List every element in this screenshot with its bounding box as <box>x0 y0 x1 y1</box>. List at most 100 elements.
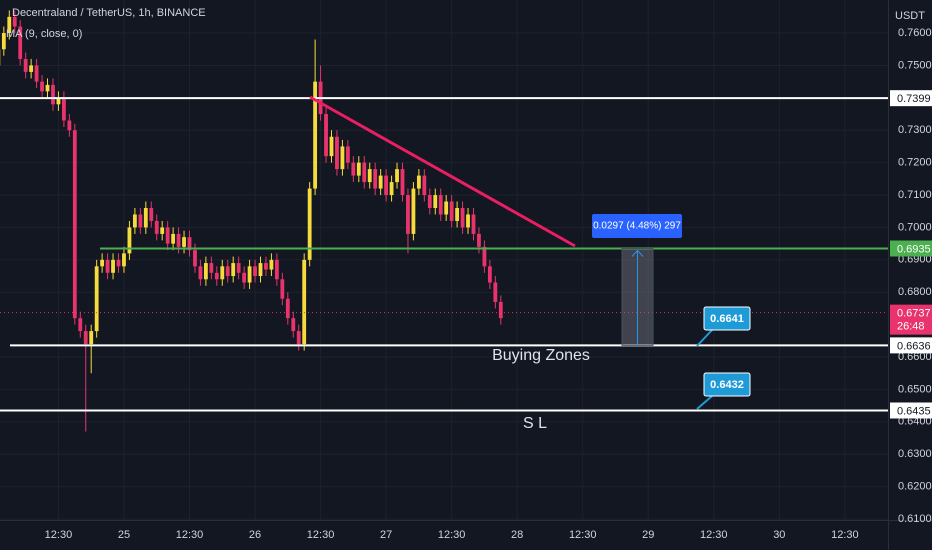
y-tick-label: 0.7100 <box>898 189 932 201</box>
candle-body <box>214 272 219 280</box>
candle-body <box>203 263 208 280</box>
candle-body <box>411 188 416 234</box>
candle-body <box>493 282 498 302</box>
symbol-title: Decentraland / TetherUS, 1h, BINANCE <box>12 7 206 19</box>
y-tick-label: 0.6100 <box>898 513 932 525</box>
candle-body <box>149 208 154 221</box>
x-tick-label: 29 <box>642 529 654 541</box>
candle-body <box>313 81 318 189</box>
candle-body <box>269 259 274 270</box>
x-tick-label: 12:30 <box>438 529 466 541</box>
candle-body <box>45 84 50 92</box>
y-tick-label: 0.6500 <box>898 383 932 395</box>
price-label-bg <box>890 240 932 257</box>
candle-body <box>291 318 296 332</box>
callout-label: 0.6432 <box>710 379 744 391</box>
candle-body <box>253 266 257 277</box>
zone-label: S L <box>523 415 547 432</box>
candle-body <box>236 263 241 273</box>
y-tick-label: 0.6600 <box>898 351 932 363</box>
candle-body <box>384 175 389 196</box>
candle-body <box>356 162 361 176</box>
x-tick-label: 12:30 <box>831 529 859 541</box>
candle-body <box>280 279 285 299</box>
candle-body <box>23 58 28 72</box>
candle-body <box>83 331 88 345</box>
candle-body <box>116 259 121 267</box>
x-tick-label: 12:30 <box>45 529 73 541</box>
candle-body <box>61 97 66 121</box>
candle-body <box>427 195 432 208</box>
countdown: 26:48 <box>897 321 925 333</box>
candle-body <box>7 16 12 34</box>
callout-box <box>703 306 751 331</box>
last-price-bg <box>890 304 932 335</box>
candle-body <box>171 233 176 244</box>
candle-body <box>111 259 115 273</box>
price-label: 0.7399 <box>897 93 931 105</box>
candle-body <box>78 318 83 332</box>
candle-body <box>406 195 410 234</box>
candle-body <box>105 259 110 273</box>
candle-body <box>487 266 492 283</box>
candle-body <box>12 16 17 27</box>
candle-body <box>477 233 481 247</box>
measure-label-bg <box>592 214 682 238</box>
currency-label: USDT <box>895 10 925 22</box>
candle-body <box>345 146 350 163</box>
zone-label: Buying Zones <box>492 347 590 364</box>
candle-body <box>72 130 77 319</box>
candle-body <box>242 272 247 283</box>
y-tick-label: 0.7300 <box>898 124 932 136</box>
candle-body <box>351 162 356 176</box>
x-tick-label: 25 <box>118 529 130 541</box>
candle-body <box>395 169 399 183</box>
last-price-label: 0.6737 <box>897 308 931 320</box>
candle-body <box>187 237 192 251</box>
candle-body <box>438 195 443 215</box>
candle-body <box>444 201 449 215</box>
candle-body <box>335 136 339 170</box>
callout-pointer <box>696 329 713 347</box>
y-tick-label: 0.6800 <box>898 286 932 298</box>
candle-body <box>67 120 72 131</box>
candle-body <box>127 227 132 254</box>
measure-arrow-head <box>631 249 644 257</box>
candle-body <box>416 175 421 189</box>
candle-body <box>51 84 55 105</box>
candle-body <box>324 114 328 157</box>
y-tick-label: 0.6400 <box>898 416 932 428</box>
candle-body <box>34 65 39 82</box>
candle-body <box>160 227 165 234</box>
candle-body <box>165 227 170 244</box>
candle-body <box>449 201 454 221</box>
candle-body <box>264 263 268 270</box>
y-tick-label: 0.6200 <box>898 481 932 493</box>
candle-body <box>302 259 307 345</box>
price-label-bg <box>890 90 932 107</box>
y-tick-label: 0.7000 <box>898 221 932 233</box>
candle-body <box>89 331 94 345</box>
candle-body <box>154 220 159 234</box>
y-tick-label: 0.6300 <box>898 448 932 460</box>
candle-body <box>274 259 279 280</box>
candle-body <box>40 81 44 92</box>
candle-body <box>433 195 438 208</box>
candle-body <box>378 175 383 189</box>
x-tick-label: 12:30 <box>700 529 728 541</box>
candle-body <box>373 169 378 189</box>
price-label-bg <box>890 402 932 419</box>
candle-body <box>138 214 143 228</box>
trend-line <box>309 95 576 248</box>
y-tick-label: 0.6900 <box>898 254 932 266</box>
candle-body <box>285 298 290 319</box>
candle-body <box>176 233 181 247</box>
price-label: 0.6636 <box>897 340 931 352</box>
candle-body <box>247 266 252 283</box>
candle-body <box>56 97 61 105</box>
price-label: 0.6935 <box>897 243 931 255</box>
candle-body <box>389 182 394 196</box>
candle-body <box>258 263 263 277</box>
x-tick-label: 26 <box>249 529 261 541</box>
price-label-bg <box>890 337 932 354</box>
